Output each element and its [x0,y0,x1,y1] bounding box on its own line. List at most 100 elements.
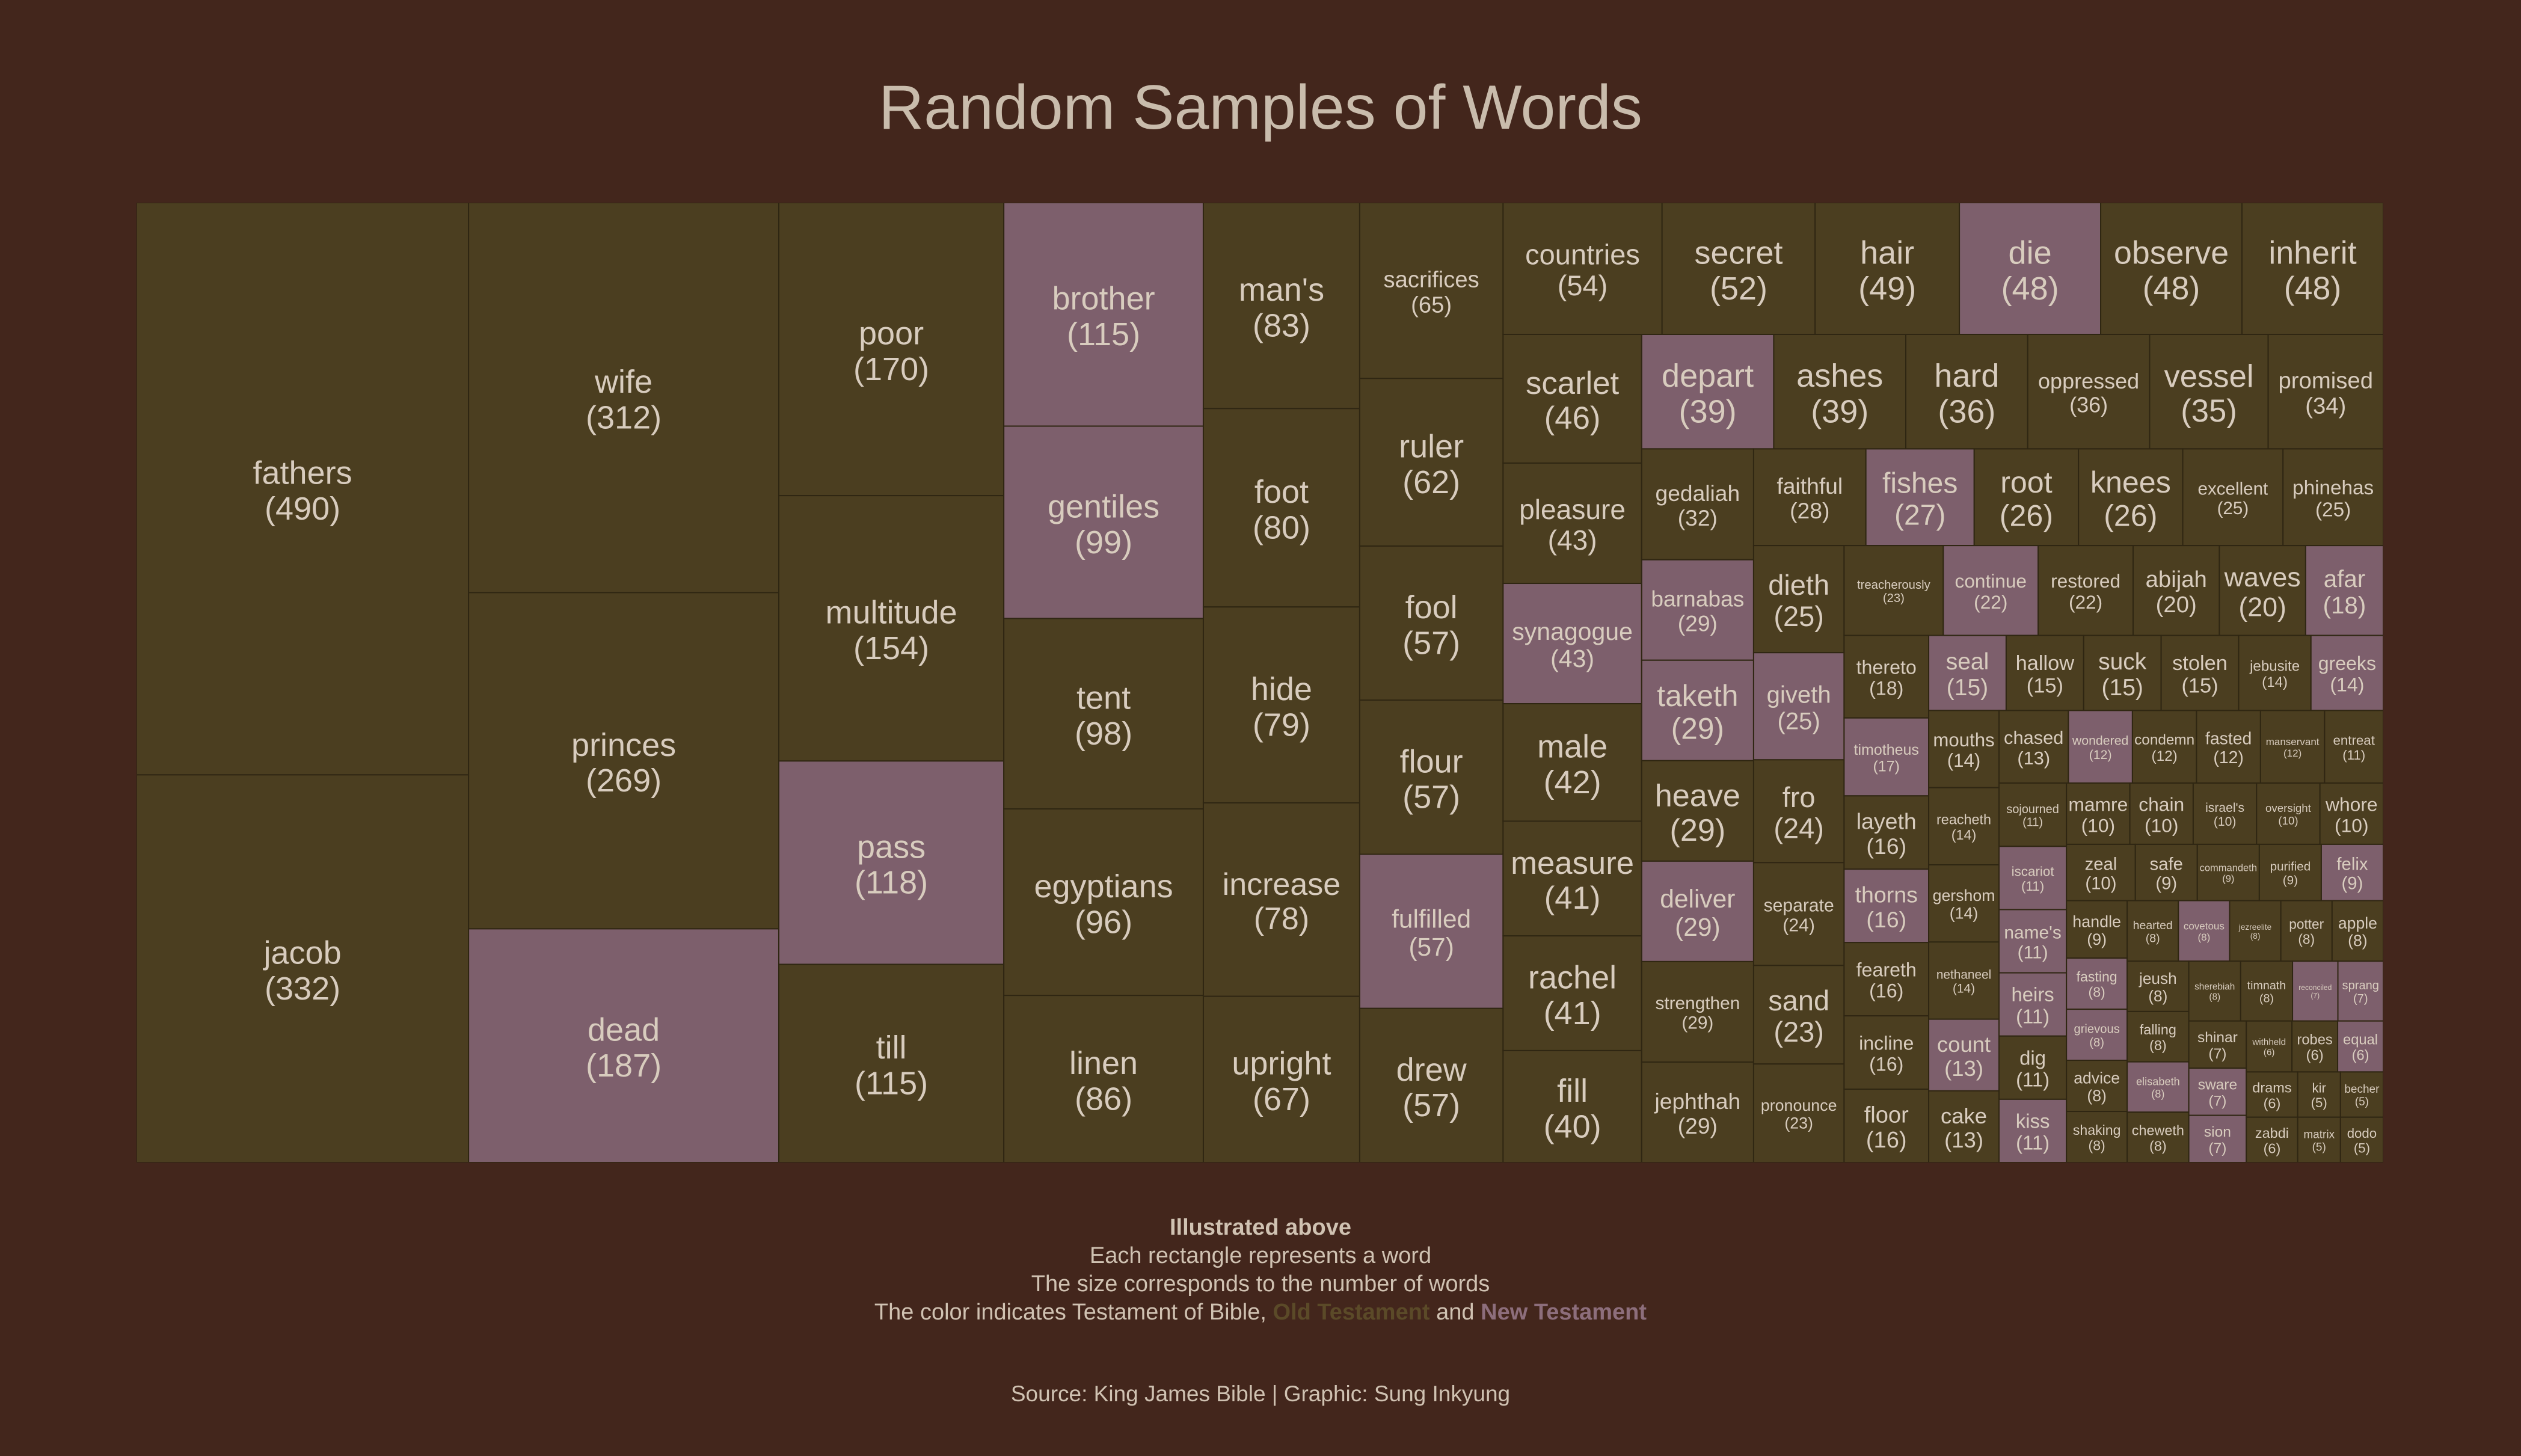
treemap-cell: count(13) [1928,1018,2000,1092]
caption-and: and [1436,1300,1475,1325]
treemap-count-label: (39) [1811,393,1868,429]
treemap-rect-fool [1359,545,1504,701]
treemap-count-label: (11) [2021,879,2044,894]
treemap-word-label: becher [2344,1083,2380,1096]
treemap-word-label: floor [1864,1102,1909,1128]
treemap-count-label: (25) [2217,499,2249,518]
treemap-cell: hide(79) [1202,606,1360,804]
treemap-cell: pronounce(23) [1752,1063,1845,1163]
treemap-cell: whore(10) [2319,782,2383,845]
treemap-word-label: sware [2198,1077,2237,1093]
treemap-word-label: nethaneel [1936,968,1991,981]
treemap-count-label: (9) [2087,930,2107,948]
treemap-word-label: chased [2004,727,2063,748]
treemap-rect-hard [1905,334,2028,450]
treemap-count-label: (96) [1075,904,1132,940]
treemap-count-label: (15) [1947,675,1988,701]
treemap-count-label: (16) [1866,1128,1907,1153]
treemap-word-label: name's [2004,923,2061,943]
treemap-cell: greeks(14) [2310,634,2383,711]
treemap-chart: fathers(490)jacob(332)wife(312)princes(2… [137,203,2383,1163]
treemap-rect-chased [1998,710,2069,784]
treemap-cell: gedaliah(32) [1641,448,1754,561]
treemap-count-label: (9) [2342,874,2363,894]
treemap-cell: poor(170) [778,203,1005,497]
treemap-word-label: fro [1783,781,1816,813]
treemap-count-label: (29) [1669,813,1725,848]
treemap-cell: floor(16) [1843,1089,1930,1163]
treemap-cell: mamre(10) [2066,782,2131,845]
treemap-rect-afar [2305,545,2383,636]
treemap-cell: thorns(16) [1843,868,1930,944]
treemap-word-label: taketh [1657,679,1738,713]
treemap-word-label: vessel [2164,358,2253,394]
treemap-count-label: (14) [1950,905,1978,923]
treemap-cell: oversight(10) [2256,782,2321,845]
treemap-cell: iscariot(11) [1998,846,2068,911]
treemap-rect-falling [2126,1010,2190,1063]
treemap-word-label: timotheus [1854,742,1919,758]
treemap-cell: deliver(29) [1641,860,1754,962]
treemap-count-label: (20) [2156,592,2197,618]
treemap-cell: zabdi(6) [2246,1116,2298,1163]
treemap-cell: felix(9) [2320,843,2383,902]
treemap-word-label: incline [1859,1032,1914,1054]
treemap-word-label: upright [1232,1046,1331,1082]
treemap-count-label: (115) [855,1066,928,1102]
treemap-word-label: till [876,1030,907,1066]
treemap-count-label: (13) [1944,1056,1983,1081]
treemap-count-label: (29) [1681,1013,1713,1033]
treemap-cell: thereto(18) [1843,634,1930,719]
legend-old-testament: Old Testament [1273,1300,1430,1325]
treemap-cell: oppressed(36) [2027,334,2151,450]
treemap-count-label: (7) [2311,991,2320,1000]
treemap-word-label: commandeth [2200,862,2257,873]
treemap-word-label: countries [1525,238,1640,270]
treemap-count-label: (11) [2022,816,2043,829]
treemap-rect-separate [1752,862,1845,966]
treemap-cell: promised(34) [2267,334,2383,450]
treemap-rect-names [1998,909,2068,974]
treemap-cell: hearted(8) [2126,900,2179,962]
treemap-cell: faithful(28) [1752,448,1867,547]
treemap-cell: egyptians(96) [1003,808,1204,997]
treemap-rect-hearted [2126,900,2179,962]
treemap-word-label: strengthen [1655,994,1740,1013]
treemap-cell: countries(54) [1502,203,1663,336]
treemap-cell: sand(23) [1752,965,1845,1065]
treemap-count-label: (11) [2018,942,2048,962]
treemap-word-label: oppressed [2038,369,2139,393]
treemap-cell: condemn(12) [2131,710,2197,784]
treemap-count-label: (8) [2089,1137,2105,1153]
treemap-word-label: faithful [1776,473,1843,499]
treemap-count-label: (22) [2069,591,2102,613]
treemap-count-label: (8) [2146,932,2160,945]
treemap-count-label: (99) [1075,524,1132,561]
treemap-cell: brother(115) [1003,203,1204,427]
treemap-word-label: withheld [2252,1037,2286,1048]
treemap-word-label: pass [857,829,926,865]
treemap-cell: name's(11) [1998,909,2068,974]
treemap-cell: manservant(12) [2259,710,2326,784]
treemap-rect-sion [2188,1114,2247,1163]
treemap-word-label: hair [1860,235,1914,271]
treemap-count-label: (14) [1947,750,1980,771]
treemap-word-label: handle [2072,912,2121,930]
treemap-cell: hallow(15) [2005,634,2084,711]
treemap-cell: kiss(11) [1998,1098,2068,1163]
treemap-count-label: (8) [2348,932,2368,950]
treemap-count-label: (8) [2149,1037,2167,1053]
treemap-count-label: (22) [1974,591,2007,613]
treemap-word-label: root [2000,465,2053,499]
treemap-word-label: wife [594,364,653,400]
treemap-cell: fasted(12) [2196,710,2261,784]
treemap-word-label: rachel [1528,959,1617,995]
treemap-count-label: (12) [2089,748,2112,762]
treemap-cell: scarlet(46) [1502,334,1642,464]
treemap-rect-shinar [2188,1020,2247,1069]
treemap-word-label: gershom [1933,886,1995,905]
treemap-word-label: jezreelite [2238,923,2271,932]
treemap-count-label: (7) [2208,1093,2226,1110]
treemap-word-label: dead [588,1012,660,1048]
treemap-cell: matrix(5) [2297,1116,2341,1163]
